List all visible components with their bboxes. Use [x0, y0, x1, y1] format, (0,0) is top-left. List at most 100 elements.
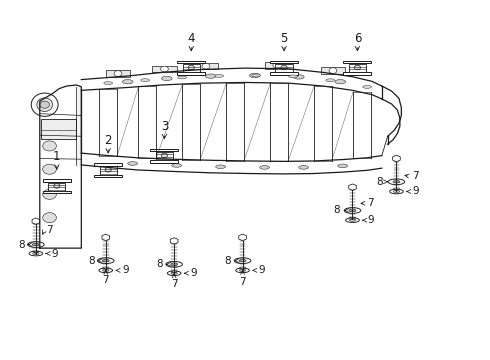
Polygon shape — [270, 83, 288, 161]
Ellipse shape — [393, 190, 400, 193]
Text: 7: 7 — [171, 279, 177, 289]
Ellipse shape — [37, 98, 52, 112]
FancyBboxPatch shape — [150, 160, 178, 163]
Circle shape — [188, 65, 195, 70]
Polygon shape — [99, 89, 117, 156]
Circle shape — [281, 65, 287, 70]
FancyBboxPatch shape — [150, 149, 178, 151]
Ellipse shape — [335, 80, 345, 84]
Polygon shape — [171, 238, 178, 244]
Polygon shape — [139, 86, 156, 158]
Circle shape — [43, 103, 56, 113]
FancyBboxPatch shape — [265, 62, 289, 69]
Polygon shape — [76, 87, 81, 165]
FancyBboxPatch shape — [152, 66, 176, 72]
Ellipse shape — [102, 269, 109, 271]
Circle shape — [43, 213, 56, 223]
Ellipse shape — [161, 76, 172, 81]
Ellipse shape — [122, 80, 133, 84]
Ellipse shape — [32, 243, 39, 246]
Text: 9: 9 — [51, 248, 58, 258]
Circle shape — [160, 66, 168, 72]
Text: 7: 7 — [368, 198, 374, 208]
Polygon shape — [81, 153, 382, 174]
Circle shape — [161, 153, 168, 158]
Ellipse shape — [102, 260, 109, 262]
FancyBboxPatch shape — [49, 183, 66, 191]
Ellipse shape — [33, 252, 39, 255]
Polygon shape — [182, 84, 200, 160]
FancyBboxPatch shape — [321, 67, 345, 74]
Text: 7: 7 — [239, 277, 246, 287]
Ellipse shape — [31, 93, 58, 116]
Ellipse shape — [252, 74, 261, 77]
Polygon shape — [353, 93, 371, 158]
Polygon shape — [40, 85, 81, 248]
Ellipse shape — [99, 268, 113, 273]
Ellipse shape — [338, 164, 347, 168]
Ellipse shape — [388, 179, 405, 185]
Text: 9: 9 — [259, 265, 266, 275]
FancyBboxPatch shape — [156, 152, 173, 160]
Ellipse shape — [104, 82, 113, 85]
FancyBboxPatch shape — [275, 64, 293, 72]
FancyBboxPatch shape — [270, 72, 298, 75]
FancyBboxPatch shape — [41, 119, 76, 139]
Polygon shape — [392, 155, 400, 162]
Ellipse shape — [240, 269, 245, 271]
FancyBboxPatch shape — [343, 61, 371, 63]
FancyBboxPatch shape — [177, 72, 205, 75]
Ellipse shape — [166, 261, 182, 267]
Text: 8: 8 — [19, 239, 25, 249]
Text: 7: 7 — [412, 171, 418, 181]
Ellipse shape — [326, 79, 335, 82]
FancyBboxPatch shape — [106, 70, 130, 77]
Text: 7: 7 — [102, 275, 109, 285]
Circle shape — [54, 184, 60, 188]
Ellipse shape — [29, 251, 43, 256]
Ellipse shape — [171, 263, 177, 266]
Circle shape — [40, 101, 49, 108]
Ellipse shape — [239, 260, 246, 262]
Circle shape — [273, 63, 281, 68]
FancyBboxPatch shape — [94, 175, 122, 177]
Text: 9: 9 — [413, 186, 419, 197]
Ellipse shape — [299, 166, 309, 169]
Polygon shape — [102, 234, 110, 240]
Ellipse shape — [345, 218, 359, 222]
Text: 7: 7 — [46, 225, 53, 235]
Ellipse shape — [294, 75, 304, 79]
Polygon shape — [226, 82, 244, 161]
Circle shape — [329, 68, 337, 73]
FancyBboxPatch shape — [43, 191, 71, 193]
Ellipse shape — [205, 74, 216, 78]
Ellipse shape — [215, 75, 223, 77]
FancyBboxPatch shape — [183, 64, 200, 72]
Circle shape — [43, 141, 56, 151]
Circle shape — [43, 121, 56, 131]
Text: 6: 6 — [354, 32, 361, 45]
Text: 8: 8 — [224, 256, 231, 266]
Circle shape — [354, 65, 361, 70]
Ellipse shape — [249, 73, 260, 78]
FancyBboxPatch shape — [343, 72, 371, 75]
FancyBboxPatch shape — [194, 63, 218, 69]
Text: 9: 9 — [122, 265, 128, 275]
Polygon shape — [32, 218, 40, 225]
Text: 9: 9 — [191, 268, 197, 278]
Polygon shape — [81, 68, 382, 99]
Circle shape — [114, 71, 122, 76]
Ellipse shape — [98, 258, 114, 264]
Ellipse shape — [393, 180, 400, 183]
Text: 8: 8 — [334, 206, 340, 216]
Ellipse shape — [289, 75, 297, 78]
Text: 8: 8 — [376, 177, 383, 187]
Text: 9: 9 — [368, 215, 374, 225]
Circle shape — [202, 63, 210, 69]
Ellipse shape — [236, 268, 249, 273]
FancyBboxPatch shape — [270, 61, 298, 63]
Ellipse shape — [363, 85, 371, 88]
Circle shape — [43, 189, 56, 199]
FancyBboxPatch shape — [99, 166, 117, 175]
Ellipse shape — [171, 272, 177, 274]
